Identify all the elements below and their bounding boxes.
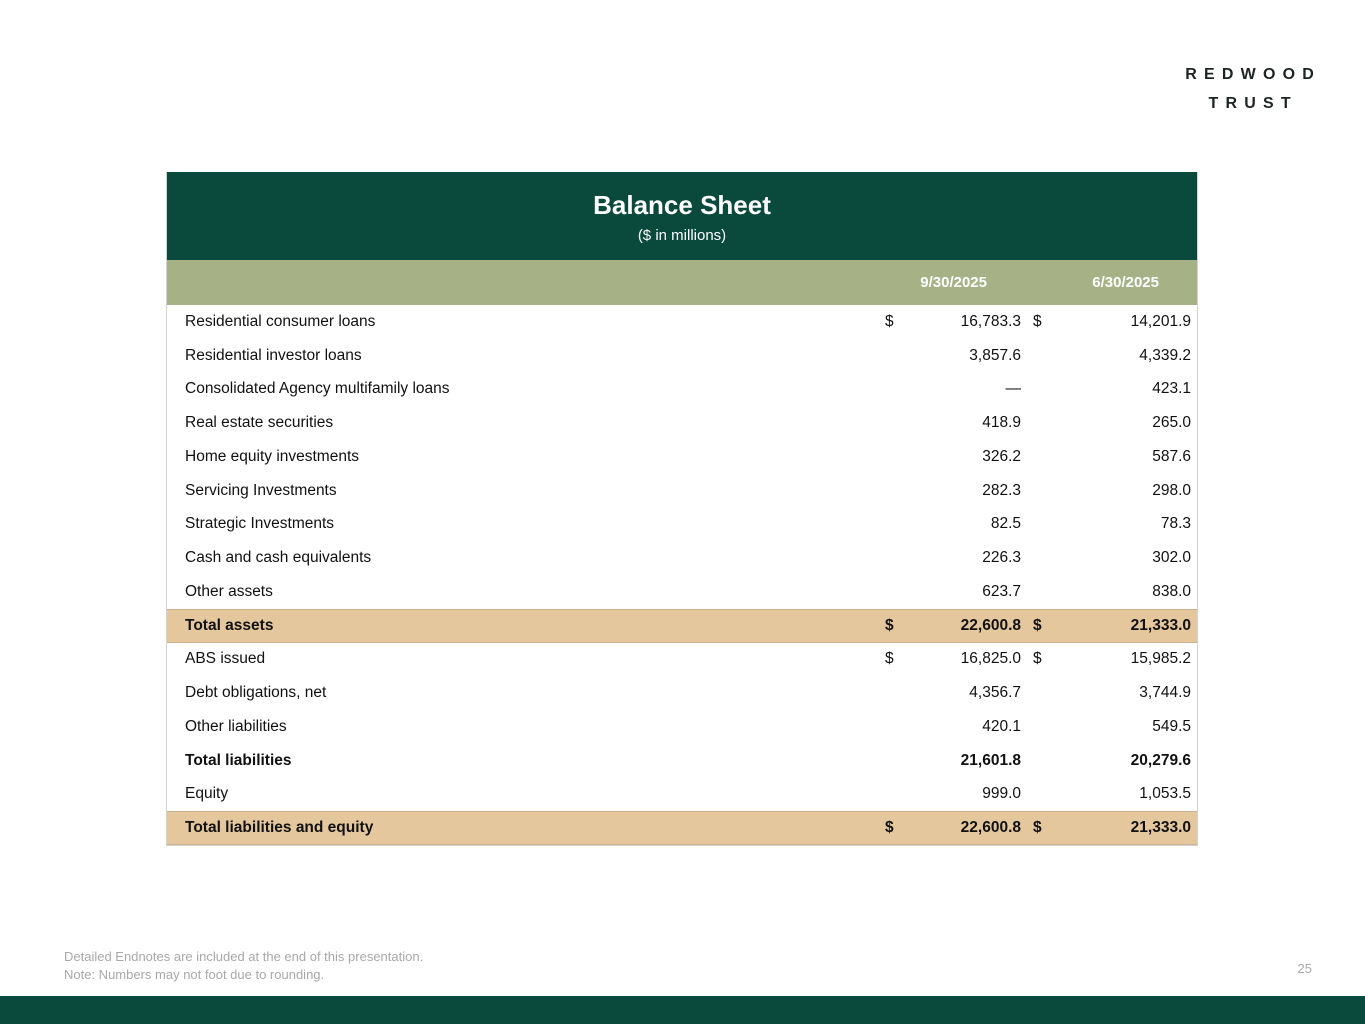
footnote-endnotes: Detailed Endnotes are included at the en… <box>64 949 424 964</box>
value-col2: 20,279.6 <box>1130 751 1191 769</box>
dollar-sign-col1: $ <box>885 819 894 837</box>
table-title: Balance Sheet <box>593 190 771 220</box>
row-label: Total liabilities and equity <box>185 819 374 837</box>
table-row: Other liabilities 420.1 549.5 <box>167 710 1197 744</box>
value-col1: 21,601.8 <box>960 751 1021 769</box>
table-row: Servicing Investments 282.3 298.0 <box>167 473 1197 508</box>
value-col2: 14,201.9 <box>1130 312 1191 330</box>
footnote-rounding: Note: Numbers may not foot due to roundi… <box>64 967 325 982</box>
value-col1: 22,600.8 <box>960 819 1021 837</box>
footnotes: Detailed Endnotes are included at the en… <box>64 948 423 984</box>
value-col1: 16,783.3 <box>960 312 1021 330</box>
dollar-sign-col1: $ <box>885 312 894 330</box>
row-label: Servicing Investments <box>185 481 337 499</box>
logo-line-trust: TRUST <box>1208 95 1298 112</box>
row-label: ABS issued <box>185 650 266 668</box>
table-row: Home equity investments 326.2 587.6 <box>167 440 1197 474</box>
balance-sheet-table: Balance Sheet ($ in millions) 9/30/2025 … <box>166 172 1198 846</box>
value-col2: 4,339.2 <box>1139 346 1191 364</box>
table-row: Debt obligations, net 4,356.7 3,744.9 <box>167 676 1197 710</box>
table-row: Other assets 623.7 838.0 <box>167 575 1197 609</box>
value-col1: 226.3 <box>982 549 1021 567</box>
row-label: Other liabilities <box>185 717 287 735</box>
value-col2: 298.0 <box>1152 481 1191 499</box>
bottom-bar <box>0 996 1365 1024</box>
value-col2: 21,333.0 <box>1130 819 1191 837</box>
value-col2: 587.6 <box>1152 447 1191 465</box>
row-label: Cash and cash equivalents <box>185 549 372 567</box>
value-col2: 302.0 <box>1152 549 1191 567</box>
value-col1: 420.1 <box>982 717 1021 735</box>
value-col1: 326.2 <box>982 447 1021 465</box>
table-row: Consolidated Agency multifamily loans — … <box>167 372 1197 407</box>
value-col1: 282.3 <box>982 481 1021 499</box>
table-body: Residential consumer loans $ 16,783.3 $ … <box>167 305 1197 845</box>
row-label: Consolidated Agency multifamily loans <box>185 380 450 398</box>
row-label: Debt obligations, net <box>185 684 327 702</box>
value-col2: 3,744.9 <box>1139 684 1191 702</box>
row-label: Other assets <box>185 582 273 600</box>
column-header-date-1: 9/30/2025 <box>920 274 987 291</box>
value-col2: 423.1 <box>1152 380 1191 398</box>
dollar-sign-col1: $ <box>885 650 894 668</box>
value-col1: — <box>1005 380 1022 398</box>
value-col2: 549.5 <box>1152 717 1191 735</box>
row-label: Strategic Investments <box>185 515 335 533</box>
row-label: Total assets <box>185 616 274 634</box>
value-col2: 1,053.5 <box>1139 785 1191 803</box>
table-row: Equity 999.0 1,053.5 <box>167 777 1197 812</box>
table-row: ABS issued $ 16,825.0 $ 15,985.2 <box>167 642 1197 677</box>
value-col1: 22,600.8 <box>960 616 1021 634</box>
table-row: Total assets $ 22,600.8 $ 21,333.0 <box>167 608 1197 643</box>
row-label: Equity <box>185 785 229 803</box>
logo-line-redwood: REDWOOD <box>1185 66 1321 83</box>
value-col2: 838.0 <box>1152 582 1191 600</box>
row-label: Residential consumer loans <box>185 312 376 330</box>
value-col2: 15,985.2 <box>1130 650 1191 668</box>
value-col1: 82.5 <box>990 515 1021 533</box>
value-col2: 78.3 <box>1160 515 1191 533</box>
value-col1: 4,356.7 <box>969 684 1021 702</box>
table-row: Residential consumer loans $ 16,783.3 $ … <box>167 305 1197 339</box>
column-header-row: 9/30/2025 6/30/2025 <box>167 260 1197 305</box>
value-col1: 418.9 <box>982 414 1021 432</box>
value-col1: 999.0 <box>982 785 1021 803</box>
table-row: Total liabilities and equity $ 22,600.8 … <box>167 811 1197 845</box>
row-label: Home equity investments <box>185 447 360 465</box>
value-col1: 623.7 <box>982 582 1021 600</box>
value-col2: 265.0 <box>1152 414 1191 432</box>
dollar-sign-col1: $ <box>885 616 894 634</box>
dollar-sign-col2: $ <box>1033 616 1042 634</box>
value-col1: 16,825.0 <box>960 650 1021 668</box>
table-header: Balance Sheet ($ in millions) <box>167 172 1197 260</box>
row-label: Total liabilities <box>185 751 292 769</box>
page-number: 25 <box>1297 961 1312 976</box>
dollar-sign-col2: $ <box>1033 650 1042 668</box>
logo: REDWOOD TRUST <box>1185 60 1321 118</box>
table-row: Strategic Investments 82.5 78.3 <box>167 507 1197 542</box>
value-col1: 3,857.6 <box>969 346 1021 364</box>
table-subtitle: ($ in millions) <box>637 227 727 244</box>
dollar-sign-col2: $ <box>1033 312 1042 330</box>
table-row: Residential investor loans 3,857.6 4,339… <box>167 338 1197 373</box>
dollar-sign-col2: $ <box>1033 819 1042 837</box>
row-label: Real estate securities <box>185 414 334 432</box>
table-row: Real estate securities 418.9 265.0 <box>167 406 1197 440</box>
table-row: Cash and cash equivalents 226.3 302.0 <box>167 541 1197 575</box>
row-label: Residential investor loans <box>185 346 362 364</box>
value-col2: 21,333.0 <box>1130 616 1191 634</box>
table-row: Total liabilities 21,601.8 20,279.6 <box>167 743 1197 778</box>
column-header-date-2: 6/30/2025 <box>1092 274 1159 291</box>
